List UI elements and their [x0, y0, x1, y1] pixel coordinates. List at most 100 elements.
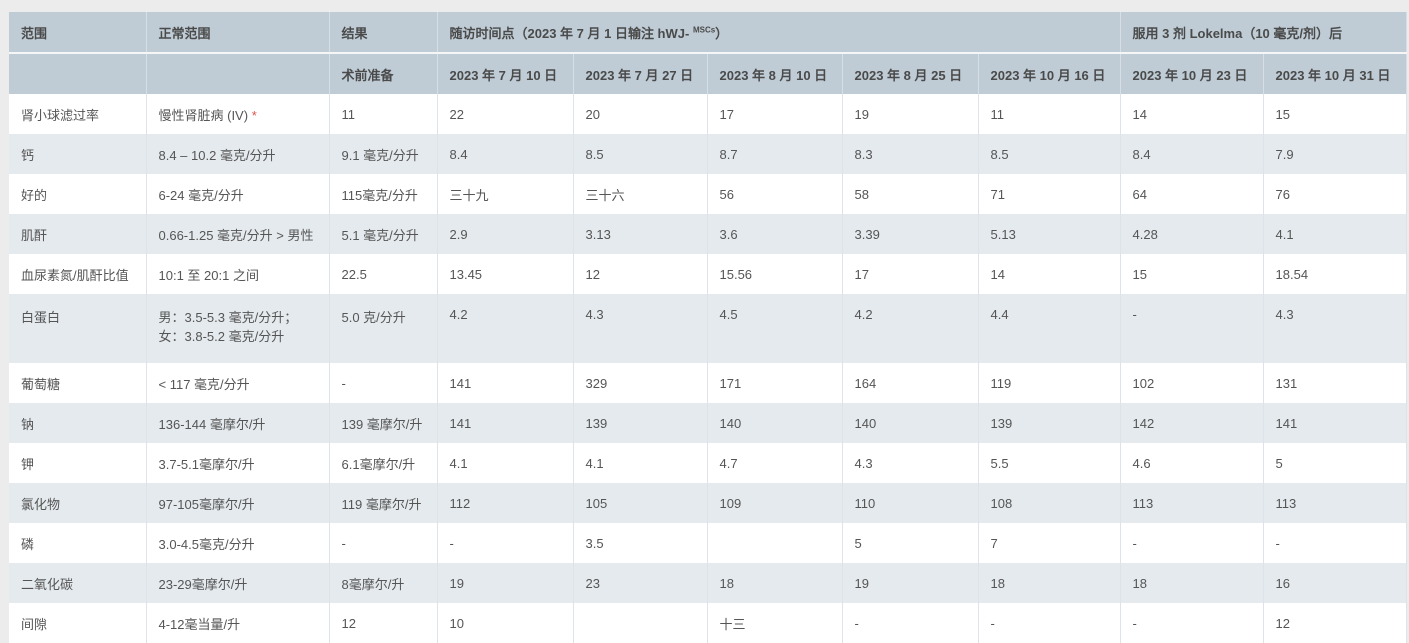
cell-parameter: 肾小球滤过率 [9, 94, 147, 134]
cell-value: 5.5 [978, 443, 1121, 483]
cell-value: 18 [707, 563, 843, 603]
cell-value: 76 [1263, 174, 1407, 214]
cell-value: 14 [978, 254, 1121, 294]
header-preop: 术前准备 [329, 53, 438, 94]
cell-value: 7 [978, 523, 1121, 563]
cell-value: 64 [1120, 174, 1264, 214]
cell-value [707, 523, 843, 563]
cell-value: 4.1 [437, 443, 574, 483]
normal-range-text-2: 女：3.8-5.2 毫克/分升 [158, 329, 285, 344]
cell-value: 12 [1263, 603, 1407, 643]
cell-parameter: 肌酐 [9, 214, 147, 254]
cell-normal-range: 0.66-1.25 毫克/分升 > 男性 [146, 214, 330, 254]
normal-range-text: 3.0-4.5毫克/分升 [158, 536, 255, 552]
cell-value: 113 [1120, 483, 1264, 523]
cell-parameter: 磷 [9, 523, 147, 563]
cell-value: 14 [1120, 94, 1264, 134]
followup-end: ） [715, 25, 729, 41]
cell-normal-range: 136-144 毫摩尔/升 [146, 403, 330, 443]
cell-preop: 6.1毫摩尔/升 [329, 443, 438, 483]
normal-range-text: 慢性肾脏病 (IV) [158, 107, 249, 123]
cell-value: 19 [842, 563, 979, 603]
cell-normal-range: 3.7-5.1毫摩尔/升 [146, 443, 330, 483]
cell-value: 4.28 [1120, 214, 1264, 254]
cell-value: 3.6 [707, 214, 843, 254]
cell-preop: 22.5 [329, 254, 438, 294]
cell-value: 16 [1263, 563, 1407, 603]
cell-value: 4.3 [1263, 294, 1407, 363]
table-row: 二氧化碳 23-29毫摩尔/升 8毫摩尔/升 19 23 18 19 18 18 16 [9, 563, 1407, 603]
cell-value: 三十六 [573, 174, 708, 214]
cell-parameter: 二氧化碳 [9, 563, 147, 603]
cell-normal-range: 慢性肾脏病 (IV) * [146, 94, 330, 134]
cell-value: 十三 [707, 603, 843, 643]
cell-value: 13.45 [437, 254, 574, 294]
cell-value: 19 [842, 94, 979, 134]
normal-range-text: 男：3.5-5.3 毫克/分升； [158, 310, 298, 325]
cell-normal-range: 4-12毫当量/升 [146, 603, 330, 643]
header-date: 2023 年 10 月 23 日 [1120, 53, 1264, 94]
followup-sup: MSCs [692, 25, 716, 35]
header-date: 2023 年 10 月 16 日 [978, 53, 1121, 94]
header-date: 2023 年 8 月 25 日 [842, 53, 979, 94]
cell-value: 18 [978, 563, 1121, 603]
normal-range-text: 3.7-5.1毫摩尔/升 [158, 456, 255, 472]
asterisk-note: * [251, 107, 257, 123]
cell-value: 8.3 [842, 134, 979, 174]
cell-value: 15.56 [707, 254, 843, 294]
cell-value: 108 [978, 483, 1121, 523]
header-range: 范围 [9, 12, 147, 54]
normal-range-text: 136-144 毫摩尔/升 [158, 416, 266, 432]
table-row: 间隙 4-12毫当量/升 12 10 十三 - - -12 [9, 603, 1407, 643]
cell-normal-range: 8.4 – 10.2 毫克/分升 [146, 134, 330, 174]
header-date: 2023 年 10 月 31 日 [1263, 53, 1407, 94]
cell-parameter: 钾 [9, 443, 147, 483]
normal-range-text: 23-29毫摩尔/升 [158, 576, 248, 592]
cell-value: 20 [573, 94, 708, 134]
cell-value: 7.9 [1263, 134, 1407, 174]
cell-preop: 115毫克/分升 [329, 174, 438, 214]
normal-range-text: 0.66-1.25 毫克/分升 > 男性 [158, 227, 314, 243]
cell-value: 171 [707, 363, 843, 403]
cell-parameter: 间隙 [9, 603, 147, 643]
cell-value: 56 [707, 174, 843, 214]
cell-parameter: 钠 [9, 403, 147, 443]
cell-preop: 12 [329, 603, 438, 643]
header-row-2: 术前准备 2023 年 7 月 10 日 2023 年 7 月 27 日 202… [9, 53, 1407, 94]
cell-value: 102 [1120, 363, 1264, 403]
cell-value: 4.6 [1120, 443, 1264, 483]
cell-value: 8.5 [573, 134, 708, 174]
table-row: 血尿素氮/肌酐比值 10:1 至 20:1 之间 22.5 13.45 12 15.56 1… [9, 254, 1407, 294]
cell-preop: 9.1 毫克/分升 [329, 134, 438, 174]
cell-preop: 5.1 毫克/分升 [329, 214, 438, 254]
cell-value: - [842, 603, 979, 643]
cell-parameter: 氯化物 [9, 483, 147, 523]
cell-parameter: 好的 [9, 174, 147, 214]
cell-value: 141 [1263, 403, 1407, 443]
cell-value [573, 603, 708, 643]
header-after-lokelma: 服用 3 剂 Lokelma（10 毫克/剂）后 [1120, 12, 1407, 54]
cell-preop: 139 毫摩尔/升 [329, 403, 438, 443]
cell-value: 110 [842, 483, 979, 523]
table-row: 白蛋白 男：3.5-5.3 毫克/分升； 女：3.8-5.2 毫克/分升 5.0 克/… [9, 294, 1407, 363]
cell-value: 3.5 [573, 523, 708, 563]
normal-range-text: 97-105毫摩尔/升 [158, 496, 255, 512]
cell-value: 23 [573, 563, 708, 603]
cell-parameter: 钙 [9, 134, 147, 174]
cell-value: 4.1 [1263, 214, 1407, 254]
cell-value: 12 [573, 254, 708, 294]
cell-value: 22 [437, 94, 574, 134]
followup-text: 随访时间点（2023 年 7 月 1 日输注 hWJ- [449, 25, 693, 41]
cell-value: 17 [842, 254, 979, 294]
cell-value: - [978, 603, 1121, 643]
cell-value: 140 [842, 403, 979, 443]
cell-value: 112 [437, 483, 574, 523]
cell-value: 三十九 [437, 174, 574, 214]
cell-value: 4.2 [842, 294, 979, 363]
cell-value: - [1120, 603, 1264, 643]
cell-value: 4.1 [573, 443, 708, 483]
cell-value: 17 [707, 94, 843, 134]
cell-preop: - [329, 523, 438, 563]
cell-parameter: 葡萄糖 [9, 363, 147, 403]
cell-value: 18 [1120, 563, 1264, 603]
